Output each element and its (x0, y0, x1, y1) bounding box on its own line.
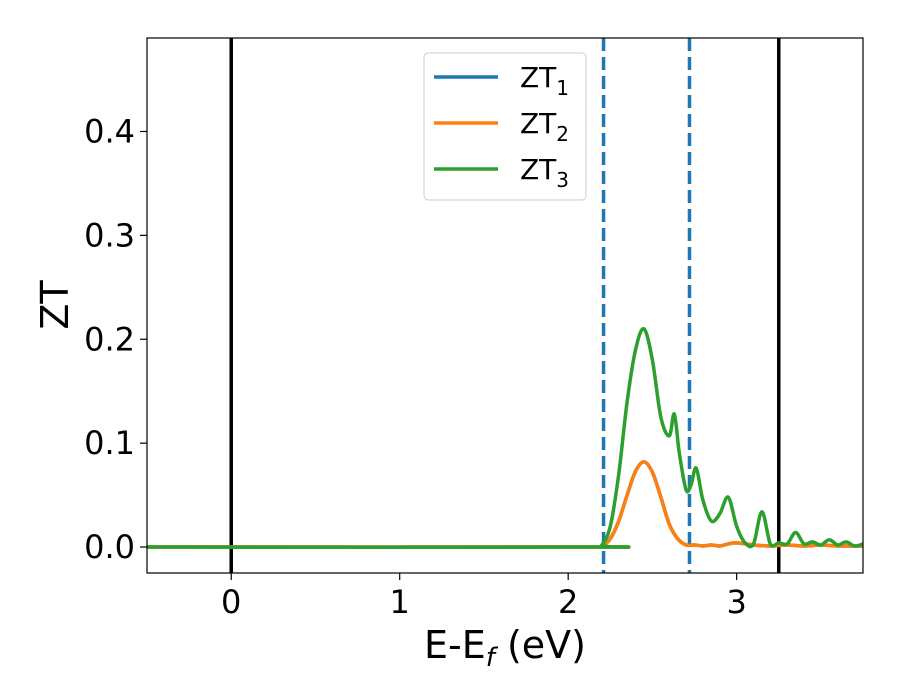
vertical-reference-lines (229, 38, 781, 573)
x-tick-label: 2 (558, 583, 578, 621)
plot-frame (146, 37, 864, 574)
y-tick-label: 0.4 (84, 112, 135, 150)
legend-label: ZT1 (520, 61, 569, 100)
x-tick-label: 1 (390, 583, 410, 621)
legend-label: ZT3 (520, 153, 569, 192)
y-tick-label: 0.2 (84, 320, 135, 358)
x-tick-label: 3 (726, 583, 746, 621)
x-tick-label: 0 (221, 583, 241, 621)
legend: ZT1 ZT2 ZT3 (423, 52, 587, 201)
x-axis: 0 1 2 3 (221, 573, 747, 621)
x-axis-label: E-Ef (eV) (424, 623, 586, 673)
y-tick-label: 0.3 (84, 216, 135, 254)
series-line-zt2 (147, 460, 863, 549)
y-tick-label: 0.0 (84, 528, 135, 566)
series-line-zt3 (147, 327, 863, 549)
legend-label: ZT2 (520, 107, 569, 146)
y-axis-label: ZT (33, 280, 77, 330)
y-tick-label: 0.1 (84, 424, 135, 462)
series-lines (147, 327, 863, 549)
x-axis-label-unit: (eV) (495, 623, 586, 667)
y-axis: 0.0 0.1 0.2 0.3 0.4 (84, 112, 147, 566)
legend-box (423, 52, 587, 201)
